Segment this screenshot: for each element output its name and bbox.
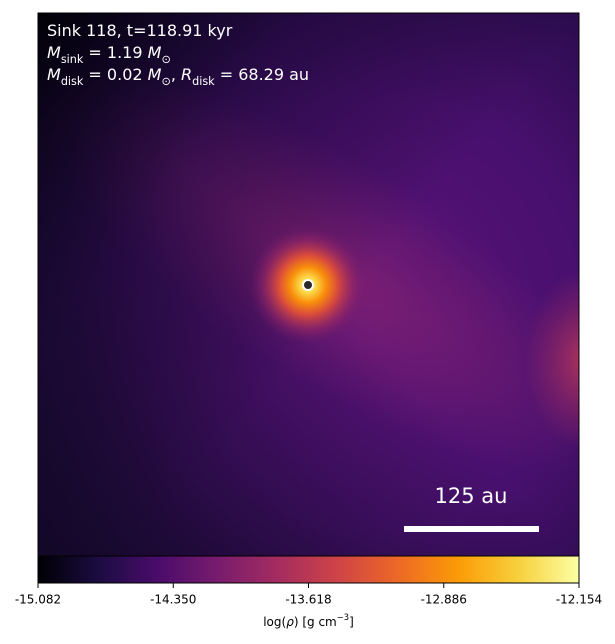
x-tick-label: -12.886 xyxy=(421,593,467,607)
text-segment: = 0.02 xyxy=(83,65,147,84)
annotation: Mdisk = 0.02 M⊙, Rdisk = 68.29 au xyxy=(47,65,309,88)
text-segment: log( xyxy=(263,615,286,629)
text-segment: ) [g cm xyxy=(294,615,337,629)
text-segment: disk xyxy=(61,75,84,88)
text-segment: , xyxy=(171,65,181,84)
text-segment: R xyxy=(181,65,192,84)
text-segment: Sink 118, t=118.91 kyr xyxy=(47,21,233,40)
text-segment: M xyxy=(148,65,162,84)
x-tick-label: -12.154 xyxy=(556,593,602,607)
x-tick-label: -15.082 xyxy=(15,593,61,607)
text-segment: disk xyxy=(192,75,215,88)
text-segment: = 1.19 xyxy=(83,43,147,62)
text-segment: M xyxy=(47,65,61,84)
text-segment: −3 xyxy=(337,612,349,622)
text-segment: sink xyxy=(61,53,84,66)
sink-marker xyxy=(302,279,314,291)
text-segment: ρ xyxy=(286,615,294,629)
text-segment: M xyxy=(47,43,61,62)
colorbar-label: log(ρ) [g cm−3] xyxy=(263,612,354,629)
text-segment: = 68.29 au xyxy=(215,65,309,84)
annotation: Msink = 1.19 M⊙ xyxy=(47,43,171,66)
density-image xyxy=(38,13,579,556)
text-segment: ⊙ xyxy=(161,53,170,66)
scale-bar-label: 125 au xyxy=(435,484,508,508)
x-tick-label: -13.618 xyxy=(285,593,331,607)
text-segment: M xyxy=(148,43,162,62)
x-tick-label: -14.350 xyxy=(150,593,196,607)
text-segment: ⊙ xyxy=(161,75,170,88)
text-segment: ] xyxy=(349,615,354,629)
colorbar xyxy=(37,555,580,584)
annotation: Sink 118, t=118.91 kyr xyxy=(47,21,233,40)
